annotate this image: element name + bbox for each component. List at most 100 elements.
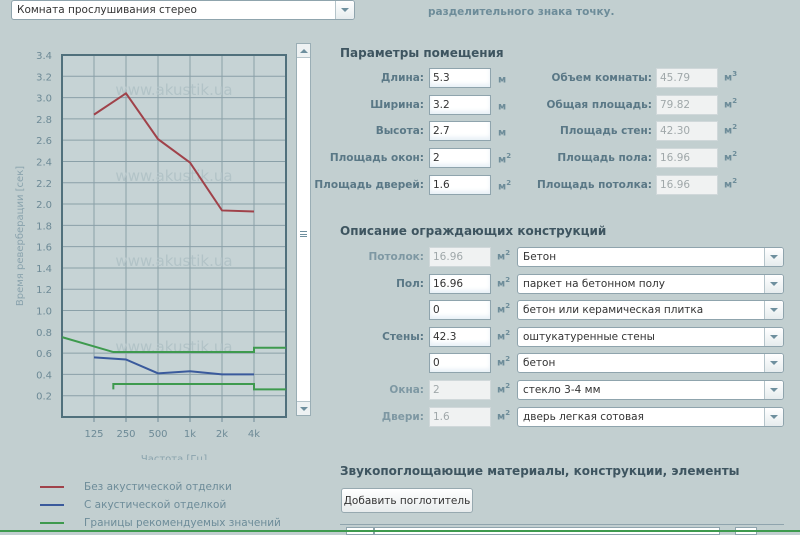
unit-text: м bbox=[498, 154, 507, 166]
computed-label: Площадь потолка: bbox=[536, 179, 652, 191]
plot-border bbox=[61, 54, 287, 418]
computed-value: 42.30 bbox=[656, 121, 718, 141]
chevron-down-icon[interactable] bbox=[764, 381, 783, 399]
construction-label: Окна: bbox=[389, 384, 424, 396]
y-tick-label: 3.2 bbox=[36, 72, 52, 83]
unit-label: м2 bbox=[724, 97, 737, 110]
unit-label: м2 bbox=[497, 409, 510, 422]
preset-select[interactable]: Комната прослушивания стерео bbox=[11, 0, 355, 20]
y-axis-label: Время реверберации [сек] bbox=[15, 166, 26, 306]
scroll-up-button[interactable] bbox=[297, 44, 310, 58]
computed-value: 45.79 bbox=[656, 68, 718, 88]
construction-area-input[interactable]: 16.96 bbox=[429, 274, 491, 294]
unit-label: м2 bbox=[498, 179, 511, 192]
chevron-down-icon[interactable] bbox=[335, 1, 354, 19]
unit-text: м bbox=[497, 384, 506, 396]
unit-exponent: 2 bbox=[505, 276, 511, 284]
unit-exponent: 2 bbox=[505, 355, 511, 363]
unit-label: м bbox=[498, 72, 506, 85]
chevron-down-icon[interactable] bbox=[764, 275, 783, 293]
unit-exponent: 2 bbox=[505, 329, 511, 337]
legend-item: Без акустической отделки bbox=[40, 481, 232, 493]
watermark: www.akustik.ua bbox=[115, 81, 232, 99]
unit-text: м bbox=[724, 152, 733, 164]
legend-swatch bbox=[40, 504, 64, 506]
unit-text: м bbox=[497, 357, 506, 369]
unit-exponent: 2 bbox=[505, 382, 511, 390]
computed-label: Объем комнаты: bbox=[551, 72, 652, 84]
room-param-input[interactable]: 2 bbox=[429, 148, 491, 168]
absorbers-title: Звукопоглощающие материалы, конструкции,… bbox=[340, 464, 740, 478]
scroll-thumb-grip-icon[interactable] bbox=[300, 231, 307, 237]
material-select[interactable]: паркет на бетонном полу bbox=[517, 274, 784, 294]
material-select[interactable]: оштукатуренные стены bbox=[517, 327, 784, 347]
unit-label: м3 bbox=[724, 70, 737, 83]
material-select[interactable]: бетон или керамическая плитка bbox=[517, 300, 784, 320]
unit-exponent: 2 bbox=[506, 179, 512, 187]
material-select-value: бетон или керамическая плитка bbox=[523, 304, 704, 316]
legend-swatch bbox=[40, 486, 64, 488]
unit-text: м bbox=[724, 72, 733, 84]
room-param-input[interactable]: 1.6 bbox=[429, 175, 491, 195]
unit-label: м2 bbox=[497, 276, 510, 289]
preset-select-value: Комната прослушивания стерео bbox=[17, 4, 197, 16]
room-param-label: Длина: bbox=[381, 72, 424, 84]
unit-label: м2 bbox=[724, 177, 737, 190]
y-tick-label: 3.0 bbox=[36, 94, 52, 105]
x-tick-label: 250 bbox=[116, 429, 135, 440]
x-tick-label: 2k bbox=[216, 429, 228, 440]
watermark: www.akustik.ua bbox=[115, 252, 232, 270]
room-param-label: Ширина: bbox=[370, 99, 424, 111]
unit-label: м2 bbox=[497, 329, 510, 342]
computed-value: 16.96 bbox=[656, 148, 718, 168]
construction-area-input[interactable]: 42.3 bbox=[429, 327, 491, 347]
unit-label: м2 bbox=[497, 249, 510, 262]
material-select-value: бетон bbox=[523, 357, 556, 369]
x-tick-label: 1k bbox=[184, 429, 196, 440]
chart-scrollbar[interactable] bbox=[296, 43, 311, 416]
add-absorber-button[interactable]: Добавить поглотитель bbox=[341, 488, 473, 513]
scroll-down-button[interactable] bbox=[297, 401, 310, 415]
y-tick-label: 0.8 bbox=[36, 328, 52, 339]
construction-area-input[interactable]: 0 bbox=[429, 300, 491, 320]
unit-label: м bbox=[498, 99, 506, 112]
construction-area-input: 16.96 bbox=[429, 247, 491, 267]
series-line-1 bbox=[93, 356, 254, 376]
room-param-input[interactable]: 5.3 bbox=[429, 68, 491, 88]
legend-label: С акустической отделкой bbox=[84, 499, 227, 511]
unit-text: м bbox=[497, 251, 506, 263]
chevron-down-icon[interactable] bbox=[764, 301, 783, 319]
construction-area-input[interactable]: 0 bbox=[429, 353, 491, 373]
material-select-value: стекло 3-4 мм bbox=[523, 384, 601, 396]
unit-exponent: 2 bbox=[732, 123, 738, 131]
material-select[interactable]: бетон bbox=[517, 353, 784, 373]
x-tick-label: 4k bbox=[248, 429, 260, 440]
unit-exponent: 3 bbox=[732, 70, 738, 78]
construction-label: Пол: bbox=[396, 278, 424, 290]
unit-text: м bbox=[498, 127, 507, 139]
unit-label: м2 bbox=[724, 150, 737, 163]
x-axis-label: Частота [Гц] bbox=[141, 454, 207, 460]
material-select[interactable]: Бетон bbox=[517, 247, 784, 267]
series-line-3 bbox=[112, 382, 286, 391]
watermark: www.akustik.ua bbox=[115, 167, 232, 185]
chevron-down-icon[interactable] bbox=[764, 354, 783, 372]
x-tick-label: 125 bbox=[84, 429, 103, 440]
unit-label: м bbox=[498, 125, 506, 138]
y-tick-label: 2.0 bbox=[36, 200, 52, 211]
unit-exponent: 2 bbox=[505, 249, 511, 257]
y-tick-label: 2.8 bbox=[36, 115, 52, 126]
chevron-down-icon[interactable] bbox=[764, 408, 783, 426]
chevron-down-icon[interactable] bbox=[764, 248, 783, 266]
construction-area-input: 1.6 bbox=[429, 407, 491, 427]
material-select[interactable]: дверь легкая сотовая bbox=[517, 407, 784, 427]
room-param-input[interactable]: 2.7 bbox=[429, 121, 491, 141]
computed-label: Общая площадь: bbox=[546, 99, 652, 111]
y-tick-label: 0.6 bbox=[36, 349, 52, 360]
unit-label: м2 bbox=[497, 302, 510, 315]
room-param-input[interactable]: 3.2 bbox=[429, 95, 491, 115]
legend-label: Границы рекомендуемых значений bbox=[84, 517, 281, 529]
chevron-down-icon[interactable] bbox=[764, 328, 783, 346]
material-select[interactable]: стекло 3-4 мм bbox=[517, 380, 784, 400]
material-select-value: дверь легкая сотовая bbox=[523, 411, 644, 423]
